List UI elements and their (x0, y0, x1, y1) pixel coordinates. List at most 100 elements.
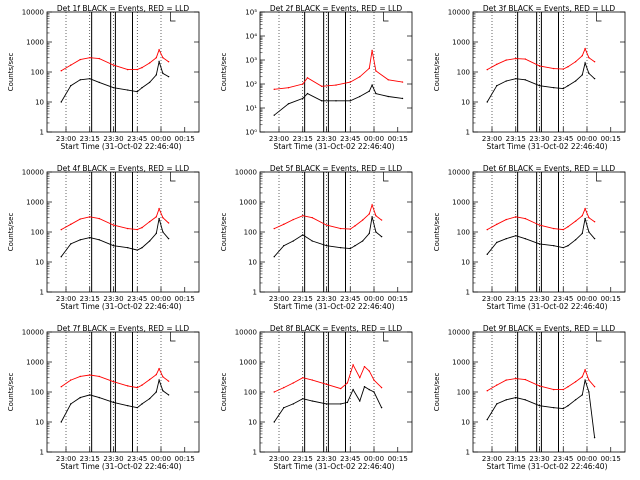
events-point (567, 244, 569, 247)
events-point (524, 79, 526, 81)
lld-point (354, 225, 356, 227)
x-tick-label: 23:15 (80, 295, 100, 303)
x-tick-label: 23:45 (340, 295, 360, 303)
lld-point (496, 384, 498, 386)
events-point (486, 101, 488, 103)
lld-point (155, 373, 157, 376)
events-point (496, 84, 498, 87)
lld-point (515, 57, 517, 60)
events-line (486, 218, 595, 255)
lld-point (292, 382, 294, 384)
events-point (584, 217, 586, 220)
events-point (593, 237, 596, 240)
events-point (380, 235, 383, 238)
events-point (89, 77, 91, 80)
events-point (292, 240, 294, 242)
x-tick-label: 00:00 (364, 135, 384, 143)
events-point (524, 399, 526, 401)
events-point (486, 418, 488, 421)
bracket-mark (383, 332, 389, 342)
lld-point (141, 384, 143, 386)
events-point (325, 244, 328, 247)
x-tick-label: 23:45 (553, 135, 573, 143)
x-axis-label: Start Time (31-Oct-02 22:46:40) (60, 462, 181, 471)
lld-point (375, 214, 377, 217)
events-point (167, 75, 170, 78)
bracket-mark (596, 332, 602, 342)
x-tick-label: 23:30 (316, 135, 336, 143)
detector-plot-2: Det 2f BLACK = Events, RED = LLD 10⁰ 10¹ 10… (220, 4, 413, 151)
y-tick-label: 10¹ (245, 105, 257, 113)
x-tick-label: 23:15 (506, 455, 526, 463)
y-tick-label: 100 (457, 229, 470, 237)
lld-point (162, 376, 164, 378)
lld-line (60, 367, 169, 389)
x-tick-label: 00:15 (175, 135, 195, 143)
y-tick-label: 10000 (448, 9, 470, 17)
y-tick-label: 1 (40, 449, 44, 457)
events-line (60, 218, 169, 257)
lld-point (79, 218, 81, 220)
lld-point (273, 227, 275, 230)
x-tick-label: 23:15 (293, 135, 313, 143)
x-tick-label: 23:45 (127, 295, 147, 303)
lld-point (302, 376, 304, 379)
bracket-mark (596, 172, 602, 182)
lld-point (371, 49, 373, 52)
bracket-mark (170, 332, 176, 342)
events-point (562, 407, 564, 410)
y-tick-label: 10000 (22, 9, 44, 17)
y-axis-label: Counts/sec (433, 53, 441, 92)
y-tick-label: 10000 (22, 169, 44, 177)
y-tick-label: 100 (244, 229, 257, 237)
lld-point (562, 228, 564, 231)
lld-point (584, 47, 586, 50)
events-point (553, 244, 555, 247)
x-tick-label: 23:00 (56, 135, 76, 143)
events-point (368, 388, 370, 391)
y-tick-label: 10000 (448, 169, 470, 177)
lld-point (538, 224, 541, 226)
events-point (368, 90, 370, 92)
lld-point (515, 377, 517, 380)
events-point (538, 243, 541, 245)
y-tick-label: 1000 (26, 199, 44, 207)
y-axis-label: Counts/sec (7, 213, 15, 252)
lld-point (567, 66, 569, 68)
x-tick-label: 00:00 (151, 295, 171, 303)
lld-point (340, 387, 342, 390)
events-point (574, 239, 577, 241)
events-point (148, 397, 151, 400)
events-point (306, 92, 309, 95)
events-point (162, 231, 164, 233)
lld-point (112, 224, 115, 226)
lld-point (302, 83, 304, 85)
events-point (155, 74, 157, 76)
x-tick-label: 23:30 (103, 455, 123, 463)
events-point (141, 403, 143, 405)
detector-plot-7: Det 7f BLACK = Events, RED = LLD 1 10 100 10… (7, 324, 200, 471)
events-point (155, 232, 157, 235)
events-point (136, 249, 138, 251)
events-point (352, 388, 354, 391)
lld-point (158, 49, 160, 51)
x-axis-label: Start Time (31-Oct-02 22:46:40) (486, 462, 607, 471)
lld-point (136, 228, 138, 231)
events-point (112, 401, 115, 404)
lld-point (112, 381, 115, 383)
events-point (112, 244, 115, 247)
lld-point (538, 65, 541, 67)
events-point (354, 244, 356, 247)
x-tick-label: 23:00 (482, 455, 502, 463)
events-point (112, 86, 115, 89)
plot-title: Det 3f BLACK = Events, RED = LLD (483, 4, 616, 13)
events-point (588, 231, 590, 233)
lld-point (98, 57, 100, 60)
lld-point (89, 216, 91, 218)
y-tick-label: 10⁰ (245, 129, 257, 137)
events-point (89, 394, 91, 396)
events-point (302, 97, 304, 100)
lld-point (562, 68, 564, 70)
lld-point (79, 58, 81, 61)
